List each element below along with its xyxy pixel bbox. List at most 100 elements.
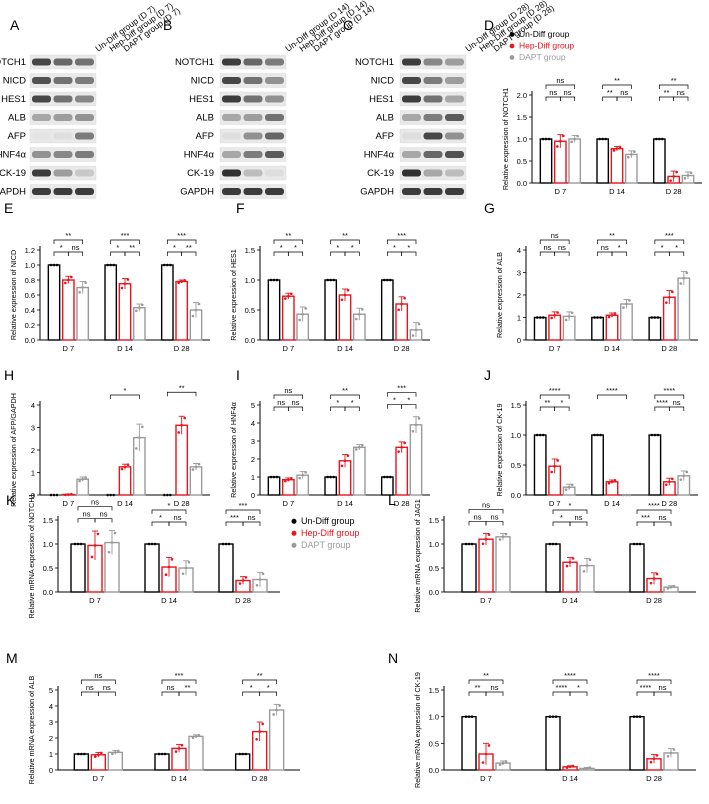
y-tick-label: 0 [517,336,521,345]
significance-bracket [242,679,278,684]
panel-letter: D [484,17,494,33]
data-point [501,535,505,539]
blot-band [222,151,241,158]
bar [154,753,170,771]
panel-letter: J [484,367,491,383]
data-point [287,294,290,298]
significance-label: ns [167,683,175,692]
x-tick-label: D 7 [554,187,566,196]
y-axis-title: Relative expression of HNF4α [229,402,238,498]
bar [461,543,477,593]
data-point [106,263,109,267]
significance-label: * [577,683,580,692]
blot-band-label: NOTCH1 [0,57,26,68]
bar [620,303,633,341]
legend: Un-Diff group Hep-Diff group DAPT group [291,516,359,550]
x-tick-label: D 14 [562,774,578,783]
blot-band-label: HNF4α [364,150,395,161]
significance-bracket [559,96,576,101]
data-point [622,306,625,309]
blot-band-label: AFP [8,131,26,142]
data-point [414,328,418,332]
data-point [272,475,276,479]
y-tick-label: 1 [49,750,53,759]
legend-marker [509,43,515,49]
blot-band [53,188,73,195]
data-point [332,475,335,479]
significance-bracket [539,251,556,256]
significance-label: * [560,398,563,407]
bar [234,753,251,771]
significance-label: ns [549,88,557,97]
data-point [183,416,186,420]
significance-label: * [393,243,396,252]
data-point [650,433,654,437]
data-point [160,752,164,756]
significance-bracket [668,406,685,411]
y-axis-title: Relative expression of AFP/GAPDH [9,393,18,507]
blot-band [32,58,51,66]
blot-band-label: ALB [8,113,26,124]
data-point [70,275,73,279]
bar [648,434,662,496]
significance-bracket [110,251,126,256]
significance-bracket [80,679,116,684]
significance-label: **** [606,386,618,395]
data-point [272,278,276,282]
significance-label: ns [72,243,80,252]
significance-label: **** [656,398,668,407]
data-point [571,557,575,560]
blot-band [445,188,464,195]
data-point [582,570,586,573]
data-point [403,441,406,445]
significance-label: ns [601,243,609,252]
data-point [284,297,287,300]
bar [409,424,423,496]
blot-band [53,132,73,140]
data-point [355,448,358,451]
blot-strip [399,91,467,107]
panel-letter: I [236,367,240,383]
data-point [685,470,689,474]
data-point [397,308,400,312]
y-tick-label: 0.0 [43,588,53,597]
y-tick-label: 0.5 [43,564,53,573]
data-point [238,752,241,756]
y-tick-label: 2 [517,291,521,300]
data-point [383,278,386,282]
x-tick-label: D 28 [646,596,662,605]
blot-strip [29,128,97,144]
data-point [52,493,56,497]
data-point [613,479,617,482]
y-tick-label: 0.0 [517,179,527,188]
significance-bracket [569,521,588,526]
y-axis-title: Relative expression of ALB [495,252,504,338]
significance-bracket [242,691,261,696]
data-point [635,542,639,546]
significance-bracket [636,521,655,526]
blot-strip [399,165,467,181]
blot-band [53,95,73,103]
blot-band [423,188,443,195]
data-point [538,433,542,437]
blot-strip [399,54,467,70]
significance-label: * [336,243,339,252]
data-point [675,170,678,174]
significance-bracket [611,251,627,256]
data-point [571,764,575,768]
data-point [417,417,421,420]
data-point [535,316,539,319]
significance-bracket [545,84,576,89]
significance-bracket [330,251,346,256]
data-point [84,476,87,479]
data-point [80,752,83,756]
data-point [682,474,686,478]
blot-band [53,77,73,84]
x-tick-label: D 7 [89,596,101,605]
y-axis-title: Relative mRNA expression of JAG1 [413,499,422,612]
significance-label: ns [575,513,583,522]
blot-band-label: GAPDH [0,187,26,198]
data-point [272,713,275,716]
data-point [556,145,559,148]
significance-label: *** [239,501,248,510]
